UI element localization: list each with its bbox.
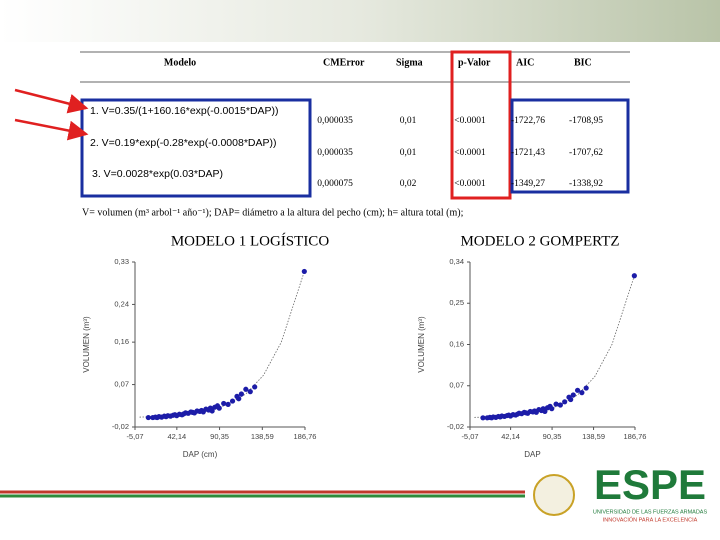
- table-cell: 0,01: [400, 148, 417, 158]
- table-cell: -1707,62: [569, 148, 603, 158]
- table-cell: -1708,95: [569, 116, 603, 126]
- logo-name: ESPE: [594, 461, 706, 508]
- fit-line: [139, 271, 305, 418]
- table-cell: -1722,76: [511, 116, 545, 126]
- data-point: [579, 390, 585, 396]
- chart-title: MODELO 1 LOGÍSTICO: [171, 232, 329, 249]
- y-tick-label: 0,07: [114, 380, 129, 389]
- column-header: p-Valor: [458, 57, 491, 68]
- x-tick-label: 138,59: [582, 432, 605, 441]
- data-point: [583, 385, 589, 391]
- data-point: [557, 402, 563, 408]
- y-axis-label: VOLUMEN (m³): [417, 316, 426, 373]
- y-tick-label: 0,07: [449, 381, 464, 390]
- highlight-box: [510, 98, 630, 194]
- x-axis-label: DAP (cm): [183, 450, 218, 459]
- x-tick-label: 90,35: [543, 432, 562, 441]
- y-tick-label: -0,02: [447, 422, 464, 431]
- arrow: [14, 88, 89, 114]
- data-point: [562, 399, 568, 405]
- model-formula: 3. V=0.0028*exp(0.03*DAP): [92, 168, 223, 180]
- data-point: [252, 384, 258, 390]
- arrow: [14, 118, 89, 141]
- data-point: [568, 396, 574, 403]
- data-point: [570, 392, 576, 398]
- data-point: [229, 398, 236, 404]
- logo-subtitle: UNIVERSIDAD DE LAS FUERZAS ARMADAS: [593, 509, 708, 515]
- data-point: [221, 400, 227, 407]
- column-header: BIC: [574, 57, 592, 68]
- y-axis-label: VOLUMEN (m³): [82, 316, 91, 373]
- column-header: AIC: [516, 57, 534, 68]
- data-point: [247, 389, 253, 395]
- x-tick-label: 186,76: [624, 432, 647, 441]
- y-tick-label: 0,24: [114, 299, 129, 308]
- highlight-box: [450, 50, 512, 200]
- x-tick-label: 138,59: [251, 432, 274, 441]
- data-point: [238, 391, 245, 397]
- data-point: [236, 396, 242, 402]
- table-cell: 0,000035: [317, 116, 353, 126]
- model-formula: 1. V=0.35/(1+160.16*exp(-0.0015*DAP)): [90, 105, 279, 117]
- table-cell: 0,000035: [317, 148, 353, 158]
- header-band: [0, 0, 720, 42]
- y-tick-label: 0,16: [114, 337, 129, 346]
- data-point: [225, 401, 231, 407]
- logo-emblem: [533, 474, 575, 516]
- logo-tagline: INNOVACIÓN PARA LA EXCELENCIA: [603, 516, 698, 523]
- column-header: CMError: [323, 57, 365, 68]
- x-tick-label: -5,07: [126, 432, 143, 441]
- table-cell: 0,02: [400, 179, 417, 189]
- highlight-box: [80, 98, 312, 198]
- data-point: [216, 405, 222, 411]
- chart-title: MODELO 2 GOMPERTZ: [460, 233, 619, 249]
- column-header: Sigma: [396, 57, 423, 68]
- table-cell: -1338,92: [569, 179, 603, 189]
- fit-line: [474, 275, 635, 418]
- data-point: [243, 386, 249, 392]
- table-cell: -1721,43: [511, 148, 545, 158]
- data-point: [301, 268, 307, 275]
- table-cell: <0.0001: [454, 116, 486, 126]
- data-point: [145, 414, 151, 421]
- column-header: Modelo: [164, 57, 196, 68]
- y-tick-label: 0,16: [449, 339, 464, 348]
- table-cell: <0.0001: [454, 179, 486, 189]
- data-point: [631, 273, 637, 279]
- table-cell: 0,01: [400, 116, 417, 126]
- x-axis-label: DAP: [524, 450, 540, 459]
- x-tick-label: 42,14: [167, 432, 186, 441]
- y-tick-label: 0,33: [114, 257, 129, 266]
- data-point: [209, 408, 215, 414]
- model-formula: 2. V=0.19*exp(-0.28*exp(-0.0008*DAP)): [90, 137, 276, 149]
- data-point: [553, 401, 559, 407]
- y-tick-label: 0,34: [449, 257, 464, 266]
- y-tick-label: -0,02: [112, 422, 129, 431]
- data-point: [549, 406, 555, 412]
- table-cell: 0,000075: [317, 179, 353, 189]
- footnote: V= volumen (m³ arbol⁻¹ año⁻¹); DAP= diám…: [82, 207, 464, 218]
- x-tick-label: 90,35: [210, 432, 229, 441]
- x-tick-label: 42,14: [501, 432, 520, 441]
- table-cell: <0.0001: [454, 148, 486, 158]
- data-point: [480, 415, 486, 421]
- y-tick-label: 0,25: [449, 298, 464, 307]
- x-tick-label: 186,76: [294, 432, 317, 441]
- data-point: [542, 408, 548, 415]
- x-tick-label: -5,07: [461, 432, 478, 441]
- data-point: [574, 387, 581, 393]
- table-cell: -1349,27: [511, 179, 545, 189]
